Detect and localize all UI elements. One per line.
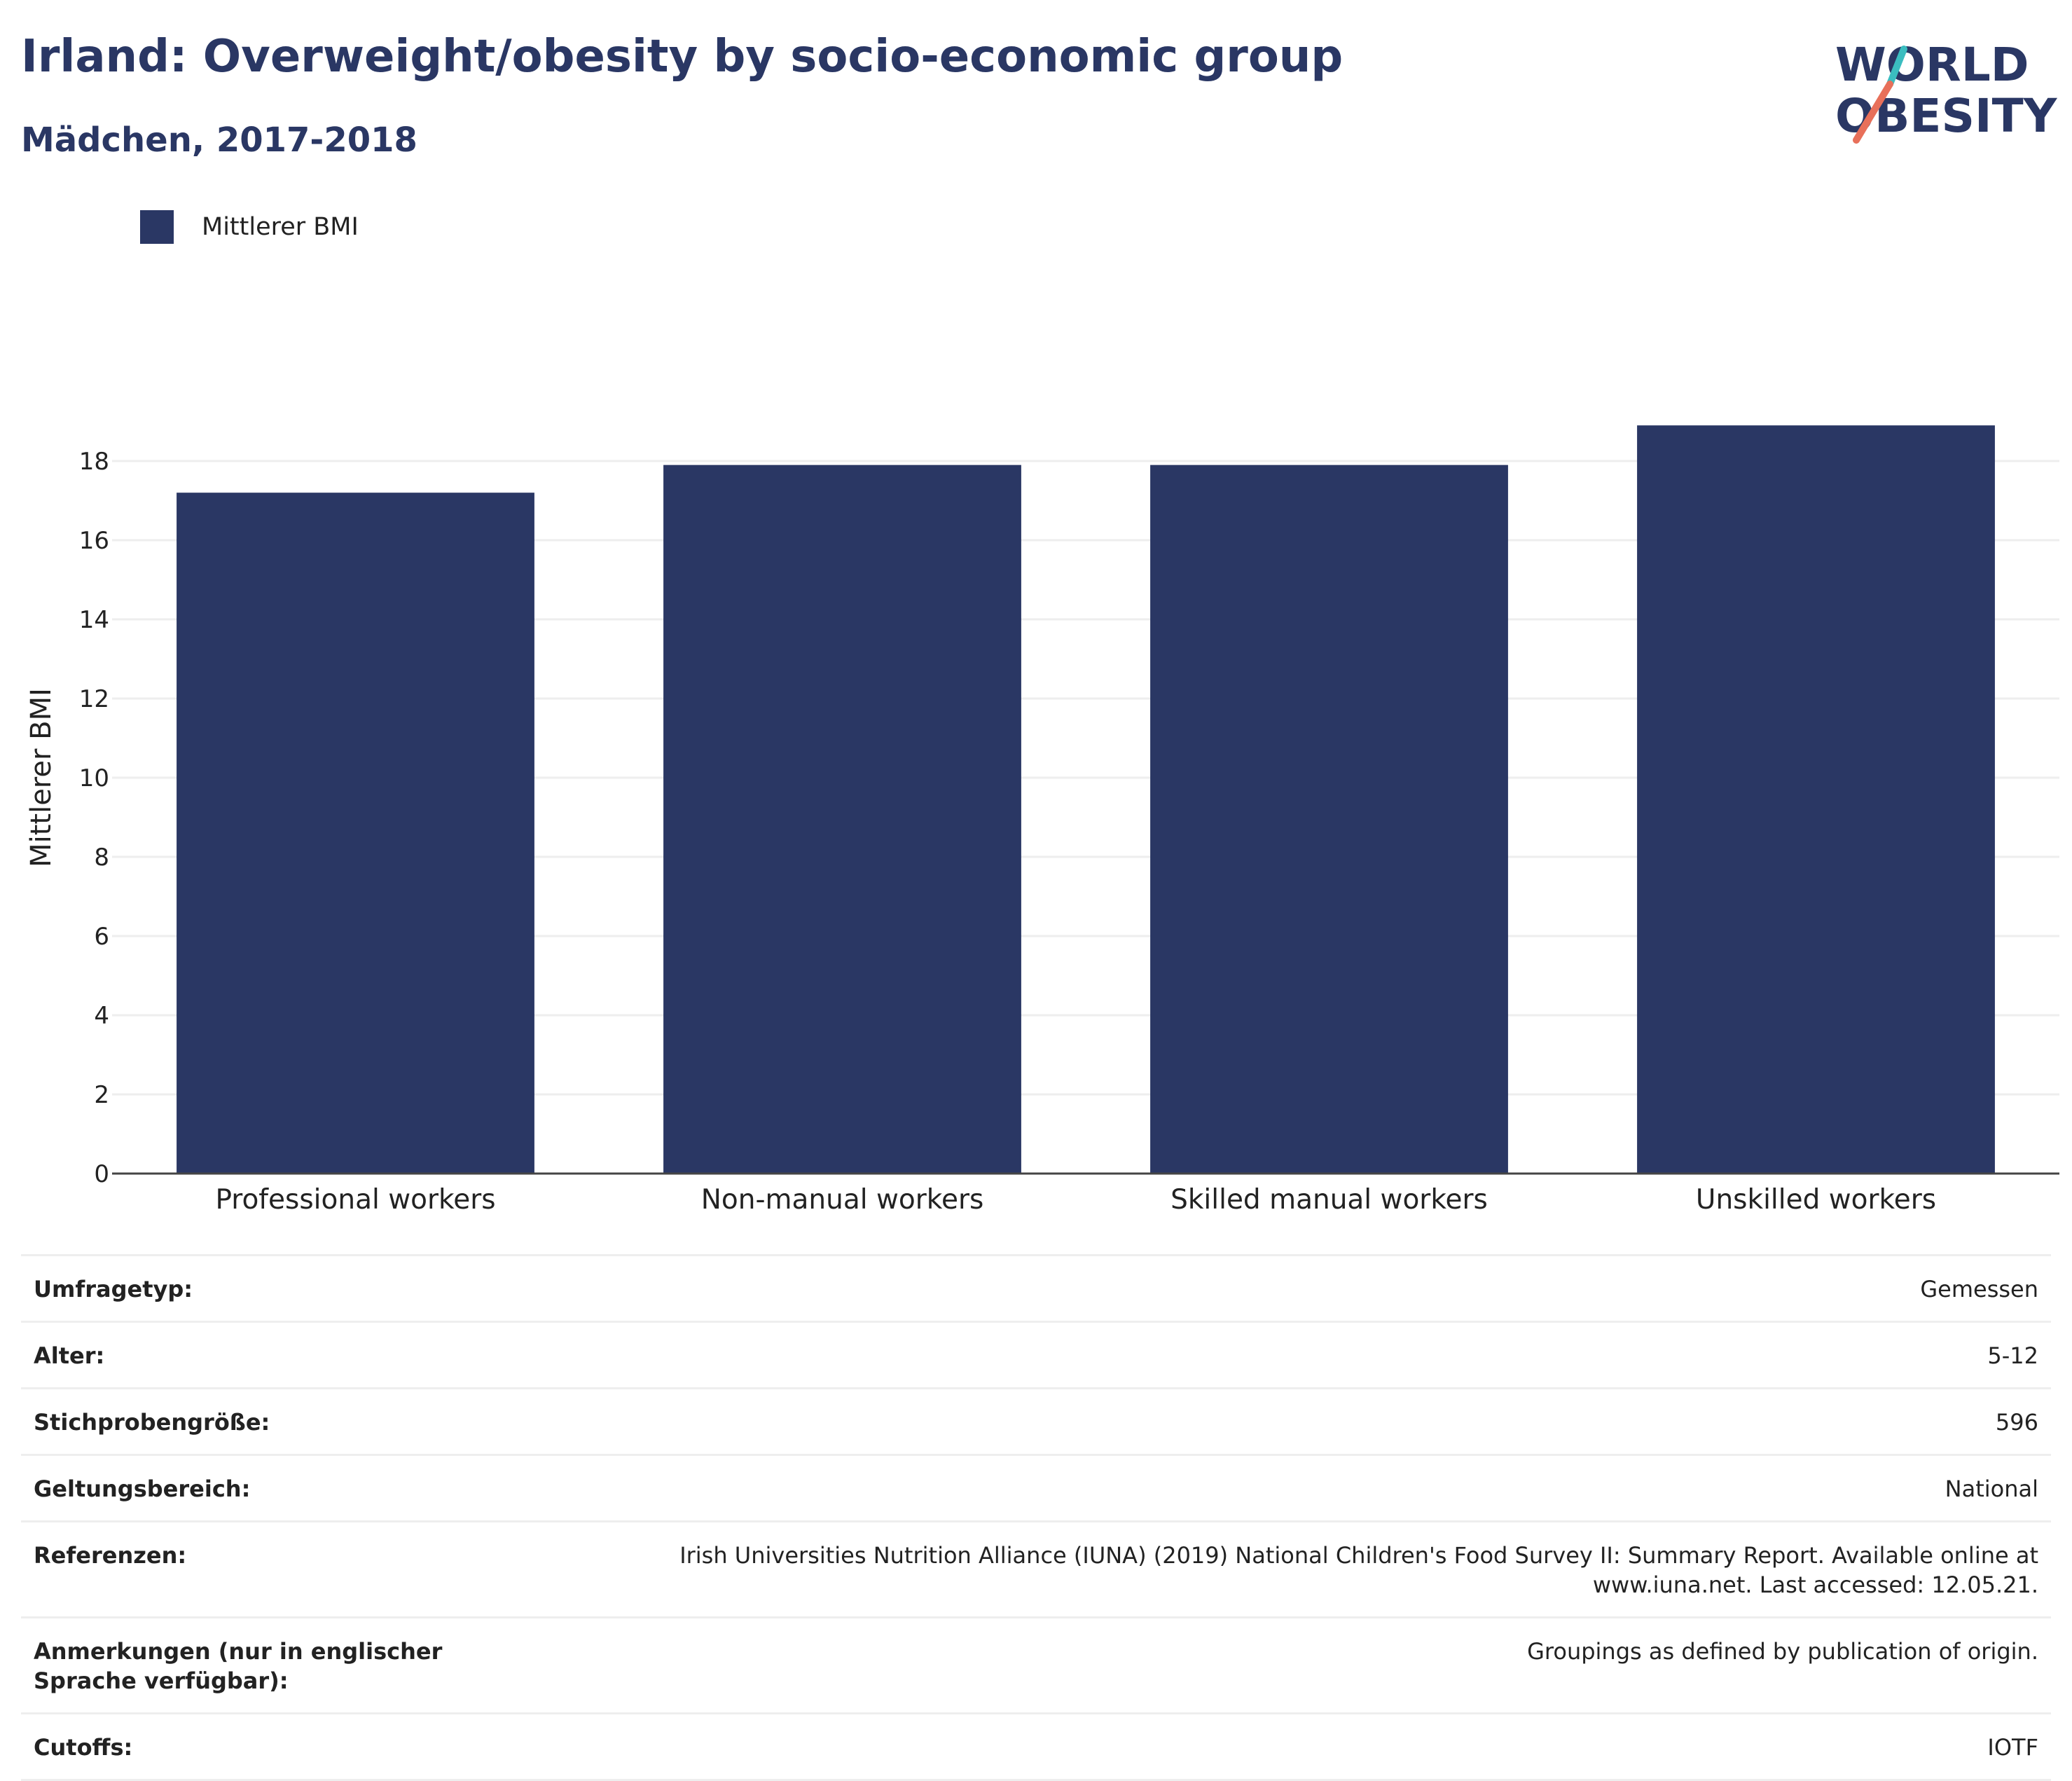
- bar: [177, 493, 534, 1174]
- y-tick-label: 16: [79, 527, 109, 555]
- metadata-value: 596: [1995, 1409, 2038, 1436]
- metadata-value: Groupings as defined by publication of o…: [1527, 1638, 2038, 1665]
- metadata-row: Referenzen: Irish Universities Nutrition …: [21, 1520, 2051, 1616]
- metadata-label: Geltungsbereich:: [34, 1476, 251, 1502]
- metadata-label: Stichprobengröße:: [34, 1409, 270, 1436]
- legend-label: Mittlerer BMI: [202, 213, 359, 241]
- y-tick-label: 12: [79, 685, 109, 713]
- metadata-label: Referenzen:: [34, 1542, 187, 1569]
- y-tick-label: 4: [94, 1002, 109, 1030]
- metadata-value: National: [1945, 1476, 2038, 1502]
- y-tick-label: 2: [94, 1081, 109, 1109]
- x-tick-label: Unskilled workers: [1696, 1184, 1936, 1216]
- metadata-label: Alter:: [34, 1342, 105, 1369]
- logo-slash-bottom: [1853, 81, 1893, 144]
- metadata-row: Umfragetyp: Gemessen: [21, 1254, 2051, 1321]
- x-tick-label: Skilled manual workers: [1170, 1184, 1488, 1216]
- y-axis-label: Mittlerer BMI: [25, 688, 57, 867]
- y-tick-label: 6: [94, 923, 109, 951]
- metadata-label: Cutoffs:: [34, 1734, 133, 1761]
- bar-chart: 0 2 4 6 8 10 12 14 16 18 Professional workers Non-m…: [25, 425, 2059, 1216]
- world-obesity-logo: WORLD OBESITY: [1835, 38, 2058, 144]
- y-tick-label: 8: [94, 844, 109, 872]
- chart-title: Irland: Overweight/obesity by socio-econ…: [21, 31, 1344, 83]
- x-tick-label: Non-manual workers: [701, 1184, 984, 1216]
- metadata-value: Irish Universities Nutrition Alliance (I…: [679, 1542, 2038, 1598]
- legend-swatch: [140, 210, 174, 244]
- chart-subtitle: Mädchen, 2017-2018: [21, 121, 417, 160]
- metadata-row: Alter: 5-12: [21, 1321, 2051, 1387]
- metadata-value: IOTF: [1987, 1734, 2038, 1761]
- x-tick-label: Professional workers: [215, 1184, 495, 1216]
- bar: [1637, 425, 1995, 1174]
- metadata-label: Anmerkungen (nur in englischer Sprache v…: [34, 1638, 443, 1694]
- logo-slash-top: [1886, 46, 1907, 88]
- metadata-row: Anmerkungen (nur in englischer Sprache v…: [21, 1616, 2051, 1712]
- metadata-row: Cutoffs: IOTF: [21, 1712, 2051, 1781]
- metadata-table: Umfragetyp: Gemessen Alter: 5-12 Stichproben…: [21, 1254, 2051, 1781]
- y-tick-label: 14: [79, 606, 109, 634]
- bar: [1150, 465, 1508, 1174]
- y-tick-label: 10: [79, 764, 109, 792]
- metadata-value: Gemessen: [1920, 1276, 2038, 1302]
- chart-legend: Mittlerer BMI: [140, 209, 359, 245]
- y-tick-label: 18: [79, 448, 109, 476]
- metadata-label: Umfragetyp:: [34, 1276, 193, 1302]
- metadata-row: Stichprobengröße: 596: [21, 1387, 2051, 1454]
- logo-line1: WORLD: [1835, 38, 2029, 92]
- y-tick-label: 0: [94, 1160, 109, 1188]
- metadata-value: 5-12: [1987, 1342, 2038, 1369]
- metadata-row: Geltungsbereich: National: [21, 1454, 2051, 1520]
- bar: [663, 465, 1021, 1174]
